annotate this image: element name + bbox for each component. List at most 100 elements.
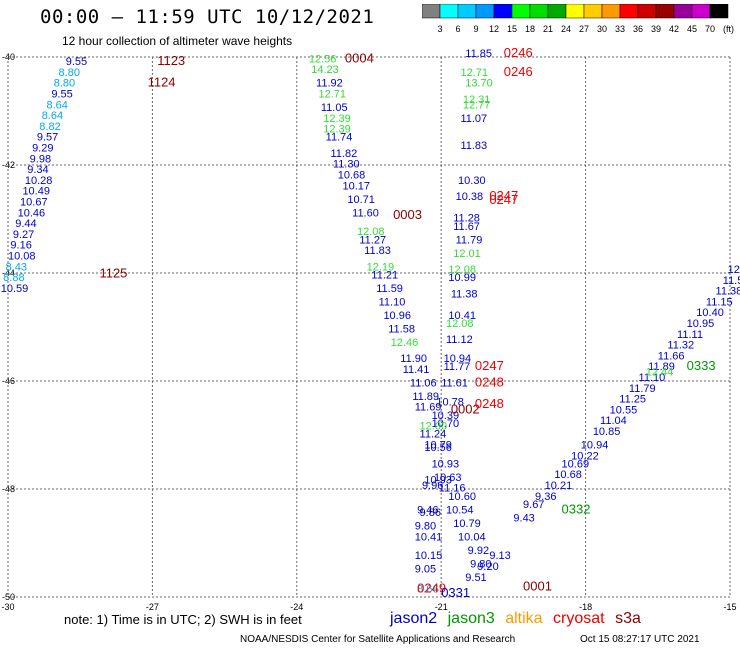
swh-label-jason2: 9.57 [37, 132, 58, 144]
swh-label-jason2: 11.32 [667, 340, 694, 352]
swh-label-jason2: 11.15 [706, 296, 733, 308]
swh-label-jason2: 10.60 [448, 491, 476, 503]
colorbar-tick-label: 39 [651, 24, 661, 34]
swh-label-jason2: 9.80 [415, 521, 436, 533]
swh-label-jason2: 11.82 [330, 148, 357, 160]
pass-time-label: 0248 [475, 374, 504, 389]
swh-label-jason3: 12.39 [323, 113, 351, 125]
swh-label-jason2: 10.08 [8, 251, 36, 263]
swh-label-jason2: 9.80 [470, 558, 491, 570]
pass-time-label: 0248 [475, 396, 504, 411]
swh-label-jason2: 10.85 [593, 426, 621, 438]
swh-label-jason2: 8.80 [59, 67, 80, 79]
swh-label-jason2: 10.68 [338, 170, 366, 182]
swh-label-jason2: 10.17 [343, 180, 371, 192]
colorbar-tick-label: 24 [561, 24, 571, 34]
generated-timestamp: Oct 15 08:27:17 UTC 2021 [580, 634, 700, 645]
pass-time-label: 1123 [157, 53, 185, 68]
colorbar-tick-label: 6 [455, 24, 460, 34]
swh-label-jason2: 10.78 [436, 396, 464, 408]
swh-label-jason3: 12.56 [309, 53, 337, 65]
swh-label-jason3: 12.71 [318, 89, 346, 101]
swh-label-jason2: 8.82 [39, 121, 60, 133]
pass-time-label: 0331 [441, 585, 470, 600]
colorbar-swatch [709, 4, 729, 19]
swh-label-jason2: 10.79 [453, 518, 481, 530]
swh-label-jason2: 9.86 [420, 507, 441, 519]
colorbar-tick-label: 42 [669, 24, 679, 34]
swh-label-jason2: 10.93 [432, 458, 460, 470]
swh-label-jason2: 11.04 [600, 415, 627, 427]
swh-label-jason2: 10.40 [696, 307, 724, 319]
credit-line: NOAA/NESDIS Center for Satellite Applica… [240, 634, 516, 645]
swh-label-jason2: 11.07 [460, 113, 487, 125]
swh-label-jason2: 9.27 [13, 229, 34, 241]
swh-label-jason3: 12.31 [463, 94, 491, 106]
swh-label-jason2: 8.88 [3, 272, 24, 284]
swh-label-jason3: 12.44 [646, 367, 674, 379]
swh-label-jason2: 11.74 [326, 132, 353, 144]
swh-label-jason2: 11.58 [388, 323, 415, 335]
swh-label-jason2: 9.43 [513, 512, 534, 524]
swh-label-jason2: 9.13 [489, 550, 510, 562]
swh-label-jason2: 11.85 [465, 48, 492, 60]
swh-label-jason2: 10.96 [383, 310, 411, 322]
swh-label-jason2: 8.64 [42, 110, 63, 122]
swh-label-jason2: 8.64 [47, 99, 68, 111]
chart-title: 00:00 – 11:59 UTC 10/12/2021 [40, 6, 375, 28]
swh-label-jason2: 11.06 [410, 377, 437, 389]
swh-label-jason2: 10.63 [434, 472, 462, 484]
colorbar-tick-label: 3 [437, 24, 442, 34]
swh-label-altika: 8.66 [417, 584, 438, 596]
colorbar-tick-label: 33 [615, 24, 625, 34]
swh-label-jason2: 10.38 [456, 191, 484, 203]
legend-altika: altika [505, 610, 543, 627]
colorbar-tick-label: 9 [473, 24, 478, 34]
swh-label-jason2: 10.95 [687, 318, 715, 330]
swh-label-jason3: 12.71 [460, 67, 488, 79]
swh-label-jason3: 12.08 [446, 318, 474, 330]
swh-label-jason2: 11.38 [716, 286, 740, 298]
colorbar-tick-label: 21 [543, 24, 553, 34]
swh-label-jason2: 9.55 [66, 56, 87, 68]
swh-label-jason2: 10.41 [448, 310, 476, 322]
legend-jason2: jason2 [390, 610, 438, 627]
swh-label-jason2: 11.41 [403, 364, 430, 376]
colorbar-tick-label: 30 [597, 24, 607, 34]
legend-jason3: jason3 [447, 610, 495, 627]
pass-time-label: 0247 [489, 188, 518, 203]
wave-height-colorbar: 3 6 9 12 15 18 21 24 27 30 33 36 39 42 45 70 (ft) [422, 4, 734, 34]
swh-label-jason2: 9.67 [523, 499, 544, 511]
swh-label-jason2: 11.21 [371, 269, 398, 281]
x-tick-label: -30 [1, 602, 14, 612]
swh-label-jason2: 9.96 [422, 480, 443, 492]
pass-time-label: 0001 [523, 579, 552, 594]
swh-label-jason3: 12.01 [453, 248, 481, 260]
chart-subtitle: 12 hour collection of altimeter wave hei… [62, 34, 293, 48]
swh-label-jason2: 11.10 [639, 372, 666, 384]
units-note: note: 1) Time is in UTC; 2) SWH is in fe… [64, 612, 302, 627]
y-tick-label: -46 [2, 376, 15, 386]
swh-label-jason2: 10.67 [20, 197, 48, 209]
x-tick-label: -18 [579, 602, 592, 612]
swh-label-jason3: 14.23 [311, 64, 339, 76]
swh-label-jason2: 11.90 [400, 353, 427, 365]
swh-label-jason2: 11.27 [359, 234, 386, 246]
swh-label-jason2: 10.22 [571, 450, 599, 462]
x-tick-label: -24 [290, 602, 303, 612]
swh-label-jason3: 12.19 [367, 261, 395, 273]
swh-label-jason2: 11.79 [456, 234, 483, 246]
swh-label-jason2: 11.05 [321, 102, 348, 114]
swh-label-jason2: 10.69 [562, 458, 590, 470]
swh-label-jason2: 10.15 [415, 550, 443, 562]
swh-label-jason2: 11.16 [439, 483, 466, 495]
pass-time-label: 0004 [345, 50, 374, 65]
swh-label-jason2: 11.11 [677, 329, 703, 341]
x-tick-label: -27 [146, 602, 159, 612]
swh-label-jason2: 11.89 [648, 361, 675, 373]
swh-label-jason2: 9.05 [415, 564, 436, 576]
swh-label-jason2: 11.83 [460, 140, 487, 152]
x-tick-label: -15 [723, 602, 736, 612]
pass-time-label: 0246 [504, 45, 533, 60]
